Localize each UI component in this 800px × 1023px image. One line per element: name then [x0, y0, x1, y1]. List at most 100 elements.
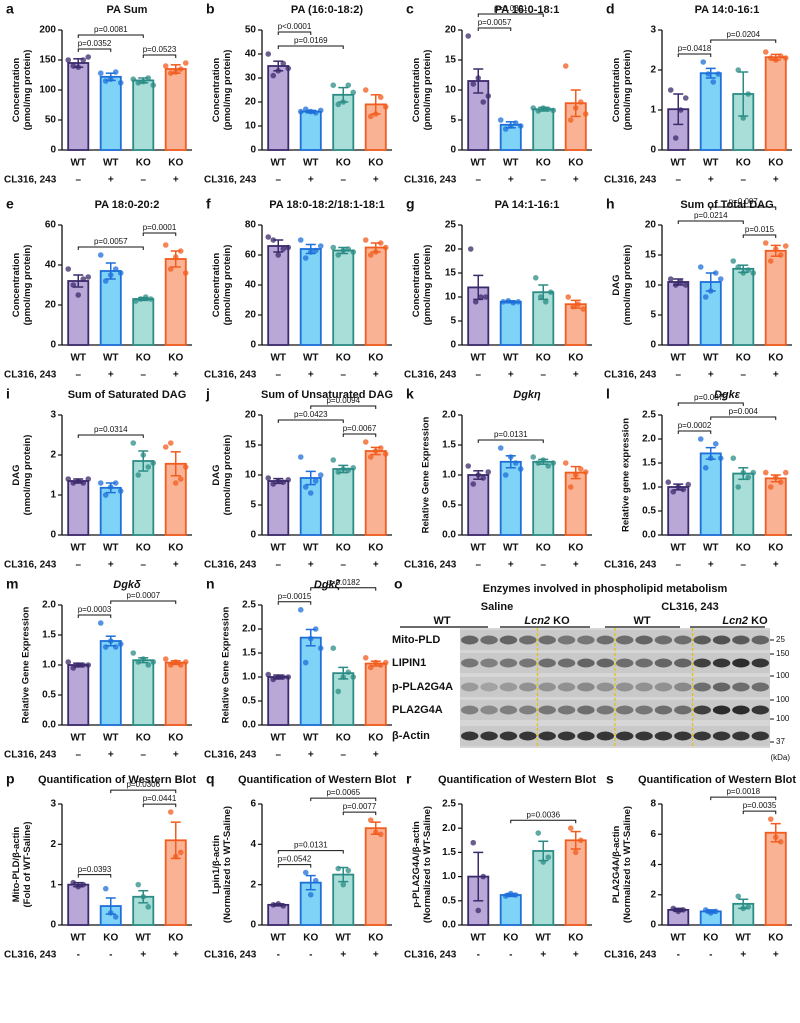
- x-tick-label: WT: [103, 158, 119, 169]
- blot-band: [480, 635, 498, 645]
- bar: [364, 827, 387, 926]
- x-tick-label: WT: [303, 353, 319, 364]
- treatment-value: +: [308, 175, 314, 186]
- data-point: [702, 465, 709, 471]
- data-point: [297, 607, 304, 613]
- chart-title: PA 18:0-20:2: [95, 199, 160, 211]
- y-tick-label: 1.0: [242, 672, 256, 683]
- data-point: [132, 298, 139, 304]
- significance-bracket: [342, 433, 377, 437]
- p-value: p<0.0001: [278, 22, 312, 31]
- data-point: [672, 282, 679, 288]
- data-point: [285, 477, 292, 483]
- treatment-value: +: [340, 950, 346, 961]
- treatment-value: +: [173, 750, 179, 761]
- y-axis-label: Concentration: [211, 58, 222, 123]
- x-tick-label: WT: [70, 733, 86, 744]
- panel-letter: h: [606, 196, 615, 212]
- y-axis-label: (Fold of WT-Saline): [22, 821, 33, 907]
- y-axis-label: (pmol/mg protein): [222, 245, 233, 326]
- treatment-value: –: [140, 175, 146, 186]
- data-point: [777, 479, 784, 486]
- x-tick-label: KO: [768, 543, 783, 554]
- data-point: [340, 674, 347, 680]
- data-point: [470, 81, 477, 87]
- y-tick-label: 3: [50, 410, 56, 421]
- data-point: [317, 243, 324, 249]
- x-tick-label: KO: [168, 158, 183, 169]
- panel-letter: k: [406, 386, 414, 402]
- significance-bracket: [677, 430, 712, 434]
- p-value: p=0.0314: [94, 425, 128, 434]
- blot-band: [557, 705, 576, 715]
- blot-band: [654, 705, 673, 715]
- data-point: [505, 298, 512, 304]
- blot-band: [499, 731, 518, 741]
- data-point: [777, 252, 784, 258]
- y-axis-label: PLA2G4A/β-actin: [611, 826, 622, 904]
- data-point: [117, 270, 124, 276]
- data-point: [680, 907, 687, 913]
- significance-bracket: [277, 601, 312, 605]
- data-point: [102, 278, 109, 284]
- data-point: [312, 478, 319, 484]
- significance-bracket: [277, 31, 312, 35]
- y-tick-label: 40: [45, 260, 57, 271]
- y-tick-label: 20: [245, 410, 257, 421]
- bar: [164, 661, 187, 726]
- data-point: [285, 65, 292, 72]
- data-point: [340, 466, 347, 472]
- x-tick-label: WT: [270, 933, 286, 944]
- data-point: [480, 873, 487, 880]
- y-tick-label: 10: [245, 470, 257, 481]
- data-point: [530, 105, 537, 111]
- y-tick-label: 15: [645, 250, 657, 261]
- treatment-label: CL316, 243: [204, 950, 257, 961]
- x-tick-label: WT: [303, 543, 319, 554]
- data-point: [285, 674, 292, 680]
- data-point: [382, 104, 389, 110]
- data-point: [512, 460, 519, 466]
- blot-band: [732, 635, 750, 645]
- data-point: [367, 664, 374, 671]
- panel-letter: l: [606, 386, 610, 402]
- data-point: [502, 472, 509, 478]
- y-axis-label: Relative gene expression: [621, 418, 632, 532]
- blot-band: [751, 658, 770, 668]
- x-tick-label: WT: [703, 353, 719, 364]
- bar: [299, 636, 322, 726]
- blot-band: [480, 682, 498, 692]
- marker-unit: (kDa): [770, 753, 790, 762]
- x-tick-label: WT: [70, 158, 86, 169]
- treatment-label: CL316, 243: [404, 175, 457, 186]
- data-point: [567, 825, 574, 831]
- bar: [132, 659, 155, 726]
- data-point: [545, 106, 552, 112]
- data-point: [540, 105, 547, 111]
- treatment-value: –: [740, 560, 746, 571]
- y-tick-label: 2.5: [442, 799, 456, 810]
- data-point: [275, 252, 282, 258]
- blot-band: [519, 682, 537, 692]
- x-tick-label: KO: [536, 353, 551, 364]
- data-point: [535, 108, 542, 114]
- treatment-value: +: [173, 370, 179, 381]
- panel-letter: j: [205, 386, 210, 402]
- y-tick-label: 20: [445, 244, 457, 255]
- y-tick-label: 1.0: [442, 871, 456, 882]
- significance-bracket: [742, 234, 777, 238]
- significance-bracket: [277, 850, 344, 854]
- y-tick-label: 50: [45, 115, 57, 126]
- treatment-value: +: [140, 950, 146, 961]
- y-axis-label: Concentration: [411, 253, 422, 318]
- data-point: [377, 94, 384, 100]
- x-tick-label: WT: [270, 158, 286, 169]
- y-axis-label: Relative Gene Expression: [21, 606, 32, 723]
- bar: [732, 267, 755, 346]
- treatment-value: +: [773, 175, 779, 186]
- y-axis-label: p-PLA2G4A/β-actin: [411, 821, 422, 908]
- data-point: [162, 444, 169, 450]
- data-point: [550, 107, 557, 114]
- data-point: [145, 75, 152, 81]
- data-point: [150, 460, 157, 466]
